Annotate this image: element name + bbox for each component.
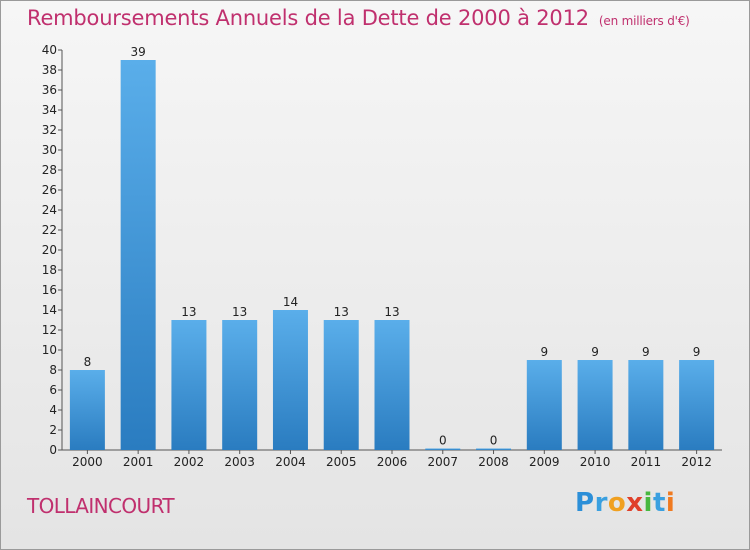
bar — [425, 448, 461, 450]
bar — [577, 360, 613, 450]
bar — [628, 360, 664, 450]
x-tick-label: 2007 — [427, 455, 458, 469]
y-tick-label: 24 — [42, 203, 57, 217]
chart-title: Remboursements Annuels de la Dette de 20… — [27, 6, 690, 30]
y-tick-label: 2 — [49, 423, 57, 437]
y-tick-label: 20 — [42, 243, 57, 257]
x-tick-label: 2003 — [224, 455, 255, 469]
x-tick-label: 2012 — [681, 455, 712, 469]
bar — [476, 448, 512, 450]
logo-letter: r — [594, 488, 608, 518]
y-tick-label: 12 — [42, 323, 57, 337]
x-tick-label: 2000 — [72, 455, 103, 469]
bar-value-label: 9 — [540, 345, 548, 359]
y-tick-label: 4 — [49, 403, 57, 417]
y-tick-label: 6 — [49, 383, 57, 397]
bar — [272, 310, 308, 450]
bar-value-label: 9 — [642, 345, 650, 359]
y-tick-label: 8 — [49, 363, 57, 377]
x-tick-label: 2011 — [631, 455, 662, 469]
y-tick-label: 16 — [42, 283, 57, 297]
x-tick-label: 2010 — [580, 455, 611, 469]
y-tick-label: 30 — [42, 143, 57, 157]
bar-value-label: 9 — [591, 345, 599, 359]
y-tick-label: 0 — [49, 443, 57, 457]
bar-value-label: 13 — [334, 305, 349, 319]
x-tick-label: 2002 — [174, 455, 205, 469]
bar-value-label: 13 — [232, 305, 247, 319]
logo-letter: t — [652, 488, 666, 518]
bar — [679, 360, 715, 450]
logo-letter: P — [575, 488, 595, 518]
y-tick-label: 26 — [42, 183, 57, 197]
x-tick-label: 2009 — [529, 455, 560, 469]
bar — [120, 60, 156, 450]
x-tick-label: 2004 — [275, 455, 306, 469]
y-tick-label: 14 — [42, 303, 57, 317]
y-tick-label: 38 — [42, 63, 57, 77]
bar-value-label: 8 — [84, 355, 92, 369]
unit-label: (en milliers d'€) — [598, 14, 690, 28]
bar-value-label: 13 — [181, 305, 196, 319]
x-tick-label: 2005 — [326, 455, 357, 469]
y-tick-label: 32 — [42, 123, 57, 137]
bar — [374, 320, 410, 450]
y-tick-label: 36 — [42, 83, 57, 97]
y-tick-label: 40 — [42, 43, 57, 57]
x-tick-label: 2006 — [377, 455, 408, 469]
logo-letter: i — [643, 488, 653, 518]
y-tick-label: 22 — [42, 223, 57, 237]
bar-value-label: 14 — [283, 295, 298, 309]
title-text: Remboursements Annuels de la Dette de 20… — [27, 6, 589, 30]
bar — [69, 370, 105, 450]
bar — [222, 320, 258, 450]
bar-value-label: 0 — [490, 434, 498, 448]
x-tick-label: 2001 — [123, 455, 154, 469]
y-tick-label: 34 — [42, 103, 57, 117]
bar-value-label: 39 — [131, 45, 146, 59]
bar-value-label: 0 — [439, 434, 447, 448]
bar — [171, 320, 207, 450]
commune-name: TOLLAINCOURT — [27, 494, 175, 518]
proxiti-logo: Proxiti — [575, 488, 675, 518]
y-tick-label: 28 — [42, 163, 57, 177]
y-tick-label: 10 — [42, 343, 57, 357]
bar — [323, 320, 359, 450]
x-tick-label: 2008 — [478, 455, 509, 469]
logo-letter: x — [626, 488, 644, 518]
bar — [526, 360, 562, 450]
bar-value-label: 13 — [384, 305, 399, 319]
logo-letter: o — [607, 488, 627, 518]
bar-value-label: 9 — [693, 345, 701, 359]
logo-letter: i — [665, 488, 676, 518]
y-tick-label: 18 — [42, 263, 57, 277]
